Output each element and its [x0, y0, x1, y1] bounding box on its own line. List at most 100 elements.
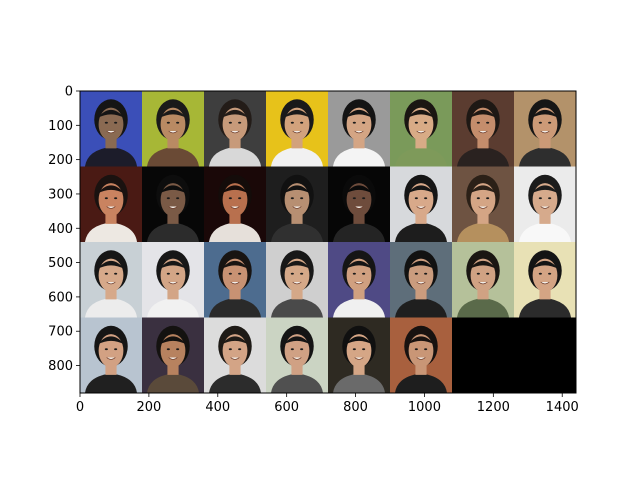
face-tile-13 — [328, 166, 390, 242]
face-tile-11 — [204, 166, 266, 242]
shirt-shape — [270, 146, 324, 167]
y-tick-label: 200 — [48, 153, 73, 168]
shirt-shape — [84, 373, 138, 393]
right-eye — [238, 348, 242, 351]
face-shape — [470, 258, 496, 292]
right-eye — [486, 197, 490, 200]
neck-shape — [477, 136, 489, 149]
left-eye — [352, 272, 356, 275]
face-tile-20 — [266, 242, 328, 318]
right-eye — [176, 272, 180, 275]
right-eye — [114, 121, 118, 124]
face-shape — [160, 107, 186, 141]
y-tick-label: 600 — [48, 290, 73, 305]
x-tick-label: 1000 — [408, 400, 441, 415]
fringe-shape — [345, 109, 373, 119]
y-axis-ticks: 0 100 200 300 400 500 600 700 800 — [48, 85, 80, 374]
shirt-shape — [270, 373, 324, 393]
right-eye — [238, 121, 242, 124]
right-eye — [300, 197, 304, 200]
fringe-shape — [531, 260, 559, 270]
left-eye — [476, 197, 480, 200]
right-eye — [114, 272, 118, 275]
neck-shape — [539, 211, 551, 224]
face-tile-28 — [266, 317, 328, 393]
right-eye — [300, 121, 304, 124]
empty-tile — [514, 317, 576, 393]
shirt-shape — [394, 146, 448, 167]
face-shape — [532, 107, 558, 141]
neck-shape — [229, 136, 241, 149]
fringe-shape — [345, 260, 373, 270]
face-tile-26 — [142, 317, 204, 393]
fringe-shape — [469, 185, 497, 194]
shirt-shape — [84, 146, 138, 167]
fringe-shape — [159, 185, 187, 194]
shirt-shape — [146, 222, 200, 242]
right-eye — [424, 272, 428, 275]
right-eye — [548, 272, 552, 275]
right-eye — [362, 197, 366, 200]
neck-shape — [105, 136, 117, 149]
fringe-shape — [531, 109, 559, 119]
smile — [106, 357, 116, 360]
smile — [416, 206, 426, 209]
neck-shape — [167, 287, 179, 300]
neck-shape — [167, 136, 179, 149]
smile — [230, 130, 240, 134]
face-tile-15 — [452, 166, 514, 242]
neck-shape — [415, 287, 427, 300]
shirt-shape — [146, 373, 200, 393]
neck-shape — [291, 211, 303, 224]
fringe-shape — [221, 185, 249, 194]
right-eye — [362, 121, 366, 124]
y-tick-label: 300 — [48, 187, 73, 202]
fringe-shape — [407, 260, 435, 270]
face-shape — [532, 183, 558, 217]
empty-region — [452, 317, 576, 393]
left-eye — [166, 348, 170, 351]
face-shape — [470, 183, 496, 217]
neck-shape — [229, 362, 241, 375]
fringe-shape — [159, 109, 187, 119]
face-shape — [98, 334, 124, 368]
shirt-shape — [456, 297, 510, 318]
right-eye — [548, 197, 552, 200]
smile — [478, 281, 488, 285]
y-tick-label: 800 — [48, 359, 73, 374]
right-eye — [176, 197, 180, 200]
face-tile-23 — [452, 242, 514, 318]
face-tile-6 — [390, 91, 452, 167]
face-shape — [98, 183, 124, 217]
smile — [230, 281, 240, 285]
face-shape — [408, 258, 434, 292]
left-eye — [166, 121, 170, 124]
shirt-shape — [270, 222, 324, 242]
fringe-shape — [97, 109, 125, 119]
x-tick-label: 1400 — [546, 400, 579, 415]
face-shape — [532, 258, 558, 292]
smile — [106, 281, 116, 285]
neck-shape — [291, 136, 303, 149]
fringe-shape — [97, 260, 125, 270]
right-eye — [176, 121, 180, 124]
right-eye — [362, 272, 366, 275]
shirt-shape — [518, 146, 572, 167]
face-shape — [346, 258, 372, 292]
shirt-shape — [208, 222, 262, 242]
face-tile-8 — [514, 91, 576, 167]
smile — [292, 206, 302, 209]
left-eye — [290, 197, 294, 200]
face-shape — [284, 183, 310, 217]
face-tile-22 — [390, 242, 452, 318]
x-tick-label: 600 — [274, 400, 299, 415]
left-eye — [352, 348, 356, 351]
right-eye — [238, 197, 242, 200]
neck-shape — [477, 287, 489, 300]
smile — [416, 281, 426, 285]
shirt-shape — [332, 222, 386, 242]
fringe-shape — [97, 185, 125, 194]
fringe-shape — [221, 109, 249, 119]
shirt-shape — [270, 297, 324, 318]
smile — [478, 130, 488, 134]
